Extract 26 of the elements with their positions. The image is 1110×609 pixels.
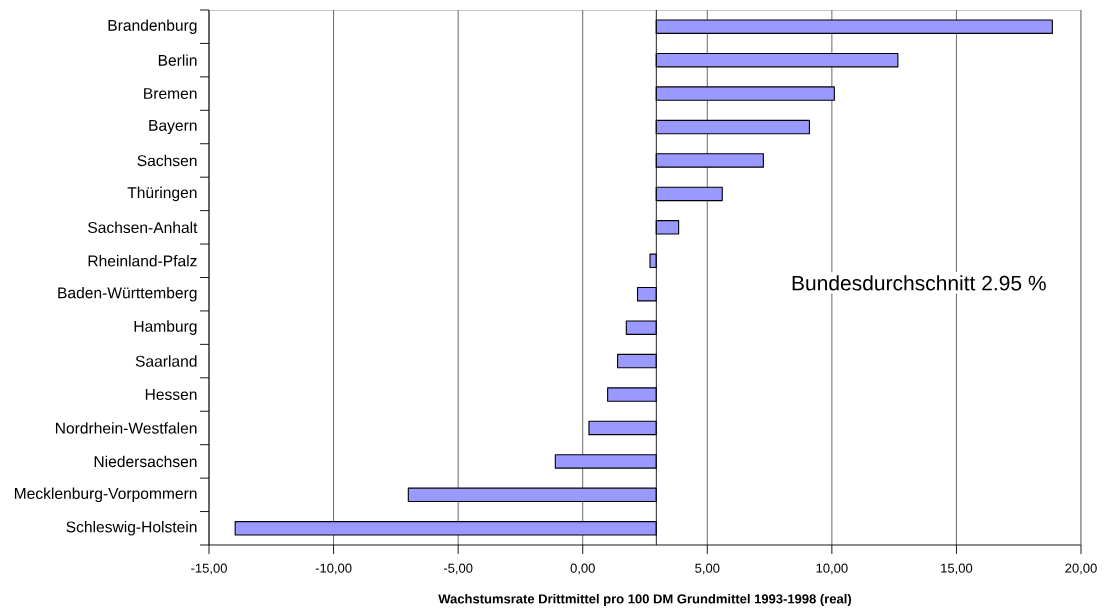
y-tick-label: Baden-Württemberg (58, 286, 197, 302)
y-tick-label: Hamburg (134, 320, 197, 335)
y-tick-label: Thüringen (127, 186, 197, 202)
y-tick-label: Sachsen (137, 154, 197, 167)
y-tick-label: Nordrhein-Westfalen (55, 422, 197, 434)
y-tick-label: Hessen (145, 389, 197, 400)
ref-line-label: Bundesdurchschnitt 2.95 % (792, 275, 1046, 291)
y-tick-label: Sachsen-Anhalt (88, 221, 198, 234)
x-tick-label: 5,00 (695, 563, 720, 575)
x-tick-label: -15,00 (191, 563, 227, 575)
y-tick-label: Schleswig-Holstein (66, 520, 197, 536)
x-axis-title: Wachstumsrate Drittmittel pro 100 DM Grundmittel 1993-1998 (real) (438, 593, 852, 607)
y-tick-label: Mecklenburg-Vorpommern (14, 487, 197, 503)
y-tick-label: Saarland (135, 355, 197, 367)
x-tick-label: 15,00 (941, 563, 973, 575)
x-tick-label: 20,00 (1065, 563, 1097, 575)
y-tick-label: Bremen (144, 88, 197, 100)
y-tick-label: Niedersachsen (94, 455, 197, 468)
x-tick-label: 10,00 (816, 563, 848, 575)
x-tick-label: -10,00 (315, 563, 352, 575)
y-tick-label: Berlin (158, 54, 197, 66)
y-tick-label: Bayern (149, 120, 197, 134)
x-tick-label: -5,00 (443, 563, 473, 575)
x-tick-label: 0,00 (570, 563, 595, 575)
y-tick-label: Rheinland-Pfalz (88, 255, 197, 267)
y-tick-label: Brandenburg (108, 19, 197, 34)
